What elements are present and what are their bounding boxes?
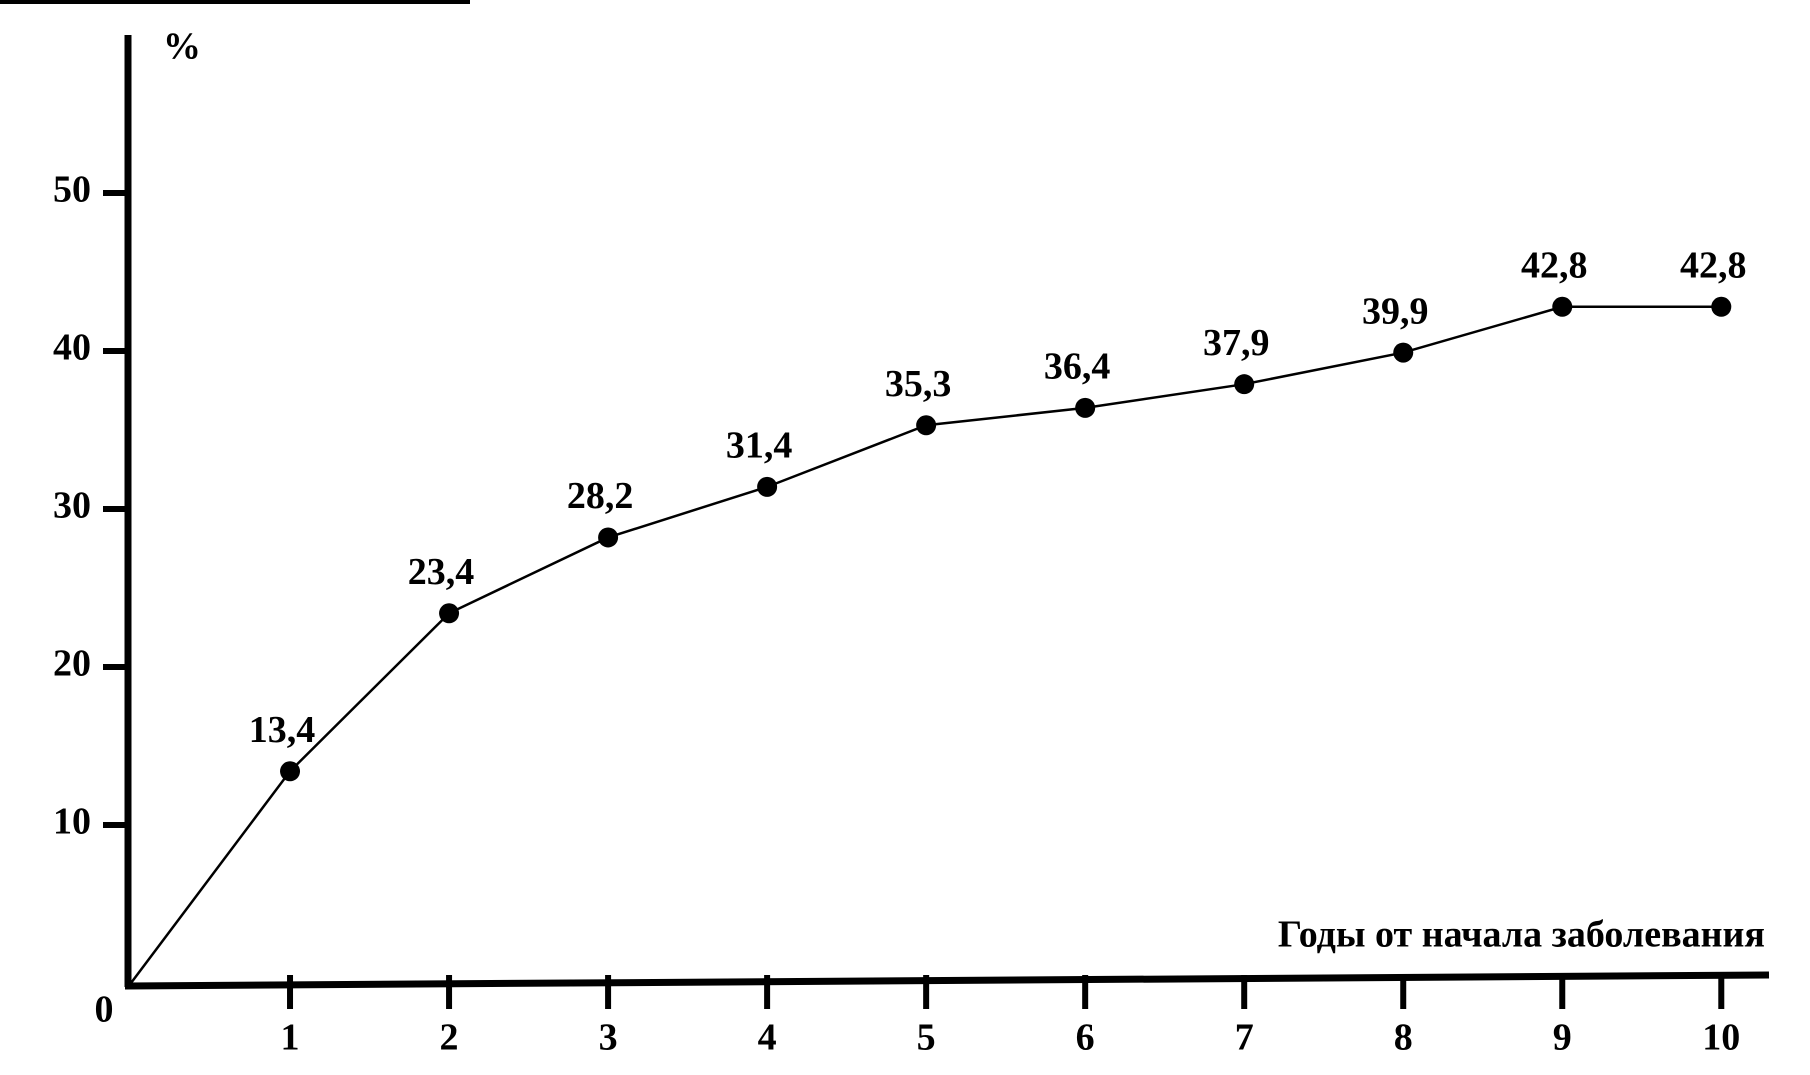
point — [1075, 397, 1096, 418]
x-tick-label: 6 — [1076, 1017, 1095, 1059]
point — [916, 415, 937, 436]
x-axis — [124, 971, 1770, 990]
point — [1552, 296, 1573, 317]
data-label: 42,8 — [1521, 244, 1588, 286]
point — [1393, 342, 1414, 363]
y-tick-label: 0 — [95, 989, 114, 1031]
x-axis-label: Годы от начала заболевания — [1278, 914, 1765, 956]
point — [439, 603, 460, 624]
data-label: 39,9 — [1362, 290, 1429, 332]
data-label: 37,9 — [1203, 322, 1270, 364]
data-label: 42,8 — [1680, 244, 1747, 286]
x-tick-label: 7 — [1235, 1017, 1254, 1059]
data-label: 31,4 — [726, 425, 793, 467]
y-tick-label: 50 — [53, 169, 91, 211]
data-label: 28,2 — [567, 475, 634, 517]
y-tick-label: 30 — [53, 485, 91, 527]
x-tick-label: 1 — [281, 1017, 300, 1059]
data-label: 13,4 — [249, 709, 316, 751]
x-tick-label: 8 — [1394, 1017, 1413, 1059]
point — [598, 527, 619, 548]
y-tick-label: 40 — [53, 327, 91, 369]
y-tick-label: 10 — [53, 801, 91, 843]
data-label: 23,4 — [408, 551, 475, 593]
x-tick-label: 3 — [599, 1017, 618, 1059]
x-tick-label: 4 — [758, 1017, 777, 1059]
point — [1234, 374, 1255, 395]
y-axis-label: % — [163, 26, 201, 68]
x-tick-label: 2 — [440, 1017, 459, 1059]
x-tick-label: 9 — [1553, 1017, 1572, 1059]
data-label: 36,4 — [1044, 346, 1111, 388]
point — [1711, 296, 1732, 317]
x-tick-label: 10 — [1702, 1017, 1740, 1059]
point — [757, 476, 778, 497]
point — [280, 761, 301, 782]
y-tick-label: 20 — [53, 643, 91, 685]
line — [130, 305, 1722, 984]
data-label: 35,3 — [885, 363, 952, 405]
x-tick-label: 5 — [917, 1017, 936, 1059]
